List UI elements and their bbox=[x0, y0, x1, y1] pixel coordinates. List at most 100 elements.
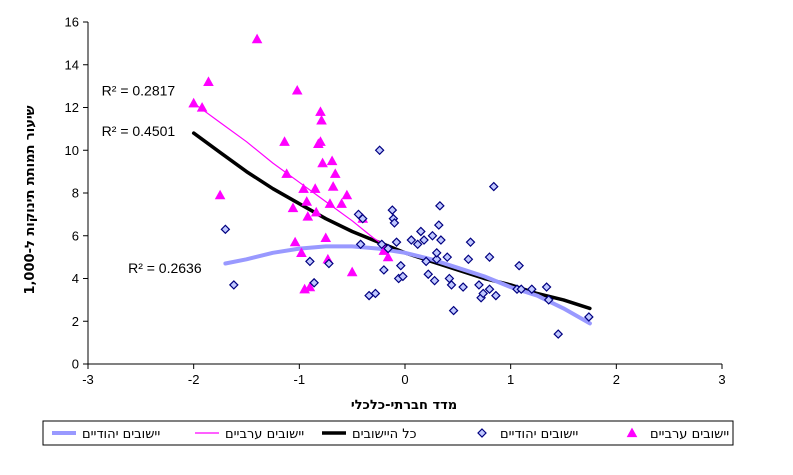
arab-point bbox=[287, 202, 299, 213]
jewish-point bbox=[478, 288, 489, 299]
jewish-point bbox=[484, 252, 495, 262]
jewish-point bbox=[541, 282, 552, 292]
r-squared-label: R² = 0.2636 bbox=[128, 260, 202, 276]
jewish-point bbox=[442, 252, 453, 262]
jewish-point bbox=[514, 260, 524, 271]
jewish-point bbox=[491, 290, 501, 301]
jewish-point bbox=[484, 284, 495, 295]
arab-point bbox=[320, 232, 332, 243]
jewish-point bbox=[419, 235, 429, 245]
jewish-point bbox=[370, 288, 381, 299]
jewish-point bbox=[398, 271, 408, 282]
jewish-point bbox=[446, 280, 457, 290]
arab-point bbox=[317, 157, 328, 168]
jewish-point bbox=[448, 305, 459, 316]
y-tick-label: 2 bbox=[72, 314, 79, 329]
arab-point bbox=[324, 198, 336, 208]
y-tick-label: 8 bbox=[72, 186, 79, 201]
legend-label: יישובים יהודיים bbox=[500, 427, 578, 442]
arab-point bbox=[336, 198, 347, 208]
y-tick-label: 10 bbox=[65, 143, 79, 158]
jewish-point bbox=[374, 145, 385, 156]
jewish-point bbox=[526, 284, 537, 295]
x-tick-label: -1 bbox=[294, 372, 306, 387]
trend-line-1 bbox=[193, 102, 390, 250]
x-tick-label: 3 bbox=[718, 372, 725, 387]
jewish-point bbox=[421, 256, 431, 267]
jewish-point bbox=[412, 239, 423, 250]
arab-point bbox=[382, 251, 394, 262]
x-axis-title: מדד חברתי-כלכלי bbox=[351, 398, 457, 413]
jewish-point bbox=[516, 284, 527, 295]
arab-point bbox=[196, 102, 208, 112]
x-tick-label: -3 bbox=[82, 372, 94, 387]
jewish-point bbox=[435, 200, 445, 211]
y-tick-label: 16 bbox=[65, 15, 79, 30]
jewish-point bbox=[436, 235, 446, 245]
arab-point bbox=[327, 181, 339, 191]
jewish-point bbox=[584, 312, 594, 322]
jewish-point bbox=[465, 237, 476, 248]
jewish-point bbox=[305, 256, 315, 267]
arab-point bbox=[296, 247, 307, 257]
legend: יישובים יהודיים יישובים ערביים כל היישובים… bbox=[42, 420, 734, 446]
legend-diamond-key bbox=[477, 428, 487, 438]
jewish-point bbox=[376, 239, 387, 250]
legend-box bbox=[42, 420, 734, 446]
jewish-point bbox=[406, 235, 417, 245]
jewish-point bbox=[383, 243, 393, 254]
x-tick-label: 2 bbox=[613, 372, 620, 387]
arab-point bbox=[298, 183, 309, 193]
x-tick-label: -2 bbox=[188, 372, 200, 387]
jewish-point bbox=[463, 254, 474, 265]
jewish-point bbox=[355, 239, 366, 250]
arab-point bbox=[326, 155, 338, 166]
arab-point bbox=[310, 206, 322, 217]
arab-point bbox=[301, 196, 313, 206]
arab-point bbox=[214, 189, 226, 200]
jewish-point bbox=[431, 254, 442, 265]
jewish-point bbox=[543, 295, 554, 305]
arab-point bbox=[289, 236, 301, 247]
arab-point bbox=[188, 97, 199, 108]
y-tick-label: 0 bbox=[72, 357, 79, 372]
arab-point bbox=[304, 281, 316, 292]
legend-label: יישובים ערביים bbox=[650, 427, 729, 442]
arab-point bbox=[279, 136, 290, 146]
jewish-point bbox=[553, 329, 564, 339]
jewish-point bbox=[357, 213, 368, 224]
jewish-point bbox=[474, 280, 484, 290]
legend-label: יישובים ערביים bbox=[225, 427, 304, 442]
jewish-point bbox=[379, 265, 389, 275]
jewish-point bbox=[324, 258, 334, 269]
arab-point bbox=[315, 106, 326, 116]
y-tick-label: 6 bbox=[72, 228, 79, 243]
jewish-point bbox=[395, 260, 406, 271]
r-squared-label: R² = 0.4501 bbox=[102, 123, 176, 139]
arab-point bbox=[329, 168, 341, 178]
y-tick-label: 4 bbox=[72, 271, 79, 286]
jewish-point bbox=[391, 237, 402, 248]
jewish-point bbox=[431, 248, 442, 258]
arab-point bbox=[309, 183, 321, 193]
arab-point bbox=[291, 84, 303, 95]
arab-point bbox=[302, 211, 314, 221]
jewish-point bbox=[220, 224, 231, 235]
y-tick-label: 12 bbox=[65, 100, 79, 115]
jewish-point bbox=[423, 269, 434, 280]
jewish-point bbox=[433, 220, 444, 230]
jewish-point bbox=[416, 226, 426, 237]
jewish-point bbox=[429, 275, 440, 286]
jewish-point bbox=[228, 280, 239, 290]
y-axis-title: שיעור תמותת תינוקות ל-1,000 bbox=[23, 105, 38, 294]
jewish-point bbox=[389, 218, 400, 228]
trend-line-2 bbox=[223, 244, 592, 326]
jewish-point bbox=[488, 181, 499, 192]
jewish-point bbox=[458, 282, 468, 292]
arab-point bbox=[346, 266, 358, 277]
y-tick-label: 14 bbox=[65, 57, 79, 72]
jewish-point bbox=[387, 205, 398, 215]
x-tick-label: 1 bbox=[507, 372, 514, 387]
legend-label: יישובים יהודיים bbox=[82, 427, 160, 442]
arab-point bbox=[315, 136, 326, 146]
